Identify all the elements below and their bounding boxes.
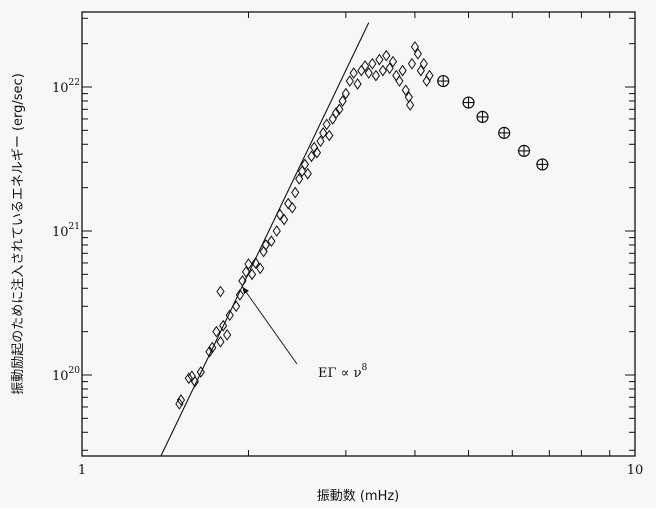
fit-annotation-main: EΓ ∝ ν bbox=[318, 366, 362, 381]
data-point-diamond bbox=[335, 103, 344, 116]
data-point-diamond bbox=[392, 69, 401, 82]
x-tick-labels: 1 10 bbox=[78, 463, 643, 478]
data-point-diamond bbox=[208, 341, 217, 354]
data-point-circle-plus bbox=[517, 144, 531, 157]
data-point-diamond bbox=[176, 394, 186, 406]
data-point-diamond bbox=[371, 69, 381, 82]
data-point-diamond bbox=[385, 62, 394, 75]
data-point-diamond bbox=[175, 398, 184, 410]
y-tick-labels: 1020 1021 1022 bbox=[52, 78, 80, 384]
data-point-diamond bbox=[416, 64, 425, 77]
data-point-diamond bbox=[303, 167, 312, 180]
data-point-circle-plus bbox=[476, 110, 489, 123]
data-point-diamond bbox=[216, 285, 225, 298]
data-point-diamond bbox=[284, 197, 293, 210]
data-point-diamond bbox=[241, 266, 251, 278]
data-point-diamond bbox=[357, 64, 366, 77]
data-point-circle-plus bbox=[536, 158, 549, 171]
x-tick-label: 10 bbox=[627, 463, 644, 478]
data-point-diamond bbox=[247, 268, 257, 281]
data-point-diamond bbox=[300, 158, 310, 171]
data-point-diamond bbox=[316, 135, 325, 148]
data-point-diamond bbox=[288, 201, 297, 214]
data-point-diamond bbox=[398, 64, 407, 77]
data-point-diamond bbox=[280, 213, 289, 226]
data-point-diamond bbox=[256, 262, 265, 275]
data-point-diamond bbox=[312, 146, 322, 159]
data-point-diamond bbox=[244, 258, 253, 270]
data-point-diamond bbox=[232, 300, 241, 313]
data-point-diamond bbox=[395, 75, 404, 87]
annotation-arrowhead bbox=[242, 286, 249, 295]
data-point-diamond bbox=[360, 60, 370, 72]
data-point-diamond bbox=[378, 64, 387, 77]
data-point-diamond bbox=[184, 372, 193, 385]
data-point-diamond bbox=[410, 40, 420, 53]
data-point-diamond bbox=[425, 69, 434, 82]
data-point-circle-plus bbox=[498, 126, 511, 140]
fit-annotation-exponent: 8 bbox=[361, 363, 367, 373]
data-point-diamond bbox=[345, 75, 354, 87]
axis-ticks bbox=[81, 12, 636, 456]
data-point-diamond bbox=[322, 118, 331, 131]
data-point-diamond bbox=[225, 309, 234, 322]
data-point-diamond bbox=[272, 225, 281, 237]
data-point-diamond bbox=[413, 47, 423, 60]
data-point-diamond bbox=[401, 84, 410, 97]
y-tick-label: 1021 bbox=[52, 222, 80, 240]
data-point-diamond bbox=[291, 186, 300, 199]
data-point-diamond bbox=[319, 127, 328, 139]
data-point-diamond bbox=[364, 67, 373, 79]
data-point-diamond bbox=[388, 55, 398, 68]
data-point-diamond bbox=[235, 289, 245, 301]
data-point-diamond bbox=[382, 49, 391, 62]
x-axis-title: 振動数 (mHz) bbox=[317, 489, 400, 504]
data-point-diamond bbox=[310, 141, 319, 154]
data-point-diamond bbox=[328, 113, 337, 125]
data-point-diamond bbox=[419, 57, 428, 70]
data-point-diamond bbox=[349, 67, 358, 79]
y-axis-title: 振動励起のために注入されているエネルギー (erg/sec) bbox=[11, 73, 26, 395]
data-point-diamond bbox=[375, 53, 384, 66]
data-point-diamond bbox=[405, 99, 415, 111]
plot-frame bbox=[81, 11, 636, 457]
data-point-diamond bbox=[223, 328, 232, 341]
data-point-diamond bbox=[297, 165, 307, 178]
data-point-diamond bbox=[275, 208, 285, 221]
data-point-diamond bbox=[407, 57, 417, 70]
data-point-diamond bbox=[187, 370, 196, 383]
data-points bbox=[175, 40, 549, 410]
data-point-diamond bbox=[307, 150, 316, 163]
data-point-diamond bbox=[341, 87, 350, 100]
data-point-circle-plus bbox=[437, 74, 450, 88]
data-point-diamond bbox=[212, 325, 221, 338]
data-point-diamond bbox=[368, 57, 377, 70]
data-point-diamond bbox=[325, 129, 334, 142]
fit-line bbox=[160, 22, 370, 457]
y-tick-label: 1022 bbox=[52, 78, 80, 96]
y-tick-label: 1020 bbox=[52, 366, 80, 384]
data-point-diamond bbox=[267, 235, 276, 248]
data-point-diamond bbox=[353, 78, 362, 90]
fit-annotation: EΓ ∝ ν8 bbox=[318, 363, 367, 381]
data-point-diamond bbox=[251, 257, 260, 269]
annotation-arrow bbox=[242, 286, 298, 365]
data-point-diamond bbox=[196, 366, 205, 378]
data-point-diamond bbox=[422, 75, 431, 87]
data-point-diamond bbox=[216, 335, 225, 348]
data-point-diamond bbox=[338, 95, 347, 107]
data-point-circle-plus bbox=[462, 96, 475, 109]
data-point-diamond bbox=[331, 107, 341, 119]
data-point-diamond bbox=[295, 173, 304, 185]
data-point-diamond bbox=[219, 319, 228, 332]
x-tick-label: 1 bbox=[78, 463, 86, 478]
